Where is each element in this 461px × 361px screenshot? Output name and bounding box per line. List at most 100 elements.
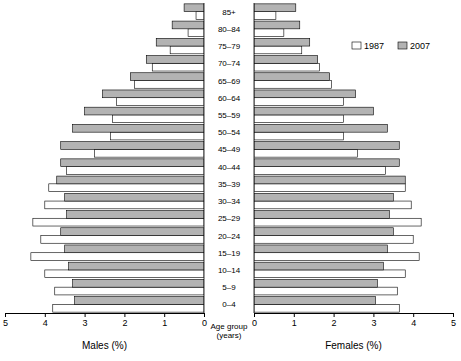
bar <box>67 167 204 175</box>
zero-line <box>254 3 255 313</box>
bar <box>254 46 302 54</box>
tick: 2 <box>122 313 127 328</box>
bar <box>110 132 204 140</box>
tick: 4 <box>43 313 48 328</box>
bar <box>41 236 204 244</box>
bar <box>45 270 204 278</box>
bar <box>254 90 355 98</box>
category-label: 20–24 <box>218 232 241 241</box>
bar <box>254 29 284 37</box>
axis-line <box>6 314 205 318</box>
tick: 5 <box>451 313 456 328</box>
tick-mark <box>85 313 86 317</box>
bar <box>254 115 344 123</box>
tick: 0 <box>202 313 207 328</box>
tick: 1 <box>292 313 297 328</box>
bar <box>254 142 399 150</box>
tick-label: 4 <box>43 318 48 328</box>
bar <box>55 287 204 295</box>
tick: 1 <box>162 313 167 328</box>
category-label: 85+ <box>222 8 236 17</box>
legend-label: 2007 <box>410 41 430 51</box>
tick-mark <box>124 313 125 317</box>
bar <box>254 211 389 219</box>
chart: 543210Males (%)012345Females (%)19872007… <box>0 0 461 361</box>
bar <box>170 46 204 54</box>
bar <box>254 56 318 64</box>
tick-label: 2 <box>122 318 127 328</box>
bar <box>130 73 204 81</box>
tick-label: 2 <box>332 318 337 328</box>
category-label: 15–19 <box>218 249 241 258</box>
bar <box>254 287 397 295</box>
bar <box>103 90 204 98</box>
category-label: 10–14 <box>218 266 241 275</box>
category-label: 50–54 <box>218 128 241 137</box>
bar <box>254 297 375 305</box>
bar <box>254 262 383 270</box>
bar <box>61 228 204 236</box>
bar <box>45 201 204 209</box>
bar <box>254 184 405 192</box>
x-axis: 5 4 3 2 1 0 <box>3 313 207 328</box>
category-label: 55–59 <box>218 111 241 120</box>
bar <box>67 211 204 219</box>
bar <box>188 29 204 37</box>
bar <box>254 159 399 167</box>
tick: 5 <box>3 313 8 328</box>
bar <box>61 142 204 150</box>
legend-label: 1987 <box>364 41 384 51</box>
tick-label: 0 <box>202 318 207 328</box>
tick: 4 <box>411 313 416 328</box>
bar <box>254 304 399 312</box>
tick: 3 <box>83 313 88 328</box>
tick-label: 1 <box>292 318 297 328</box>
tick-label: 1 <box>162 318 167 328</box>
bar <box>254 21 300 29</box>
bar <box>254 218 421 226</box>
bar <box>152 63 204 71</box>
category-label: 30–34 <box>218 197 241 206</box>
tick-label: 3 <box>371 318 376 328</box>
tick-mark <box>204 313 205 317</box>
tick-mark <box>334 313 335 317</box>
bar <box>254 12 276 20</box>
bar <box>254 236 413 244</box>
bar <box>254 107 373 115</box>
bar <box>254 201 411 209</box>
tick-mark <box>5 313 6 317</box>
axis-title: Males (%) <box>82 340 127 351</box>
bars <box>31 4 204 312</box>
category-label: 25–29 <box>218 214 241 223</box>
bar <box>33 218 204 226</box>
bar <box>254 167 385 175</box>
legend-swatch <box>398 42 407 49</box>
bar <box>53 304 204 312</box>
tick-label: 4 <box>411 318 416 328</box>
bar <box>254 279 377 287</box>
category-label: 60–64 <box>218 94 241 103</box>
bar <box>85 107 204 115</box>
bar <box>172 21 204 29</box>
bar <box>69 262 204 270</box>
bar <box>73 124 204 132</box>
bar <box>156 38 204 46</box>
category-label: 70–74 <box>218 59 241 68</box>
tick-mark <box>45 313 46 317</box>
tick-mark <box>294 313 295 317</box>
bar <box>116 98 204 106</box>
bar <box>31 253 204 261</box>
bar <box>254 81 332 89</box>
bar <box>95 149 204 157</box>
bar <box>146 56 204 64</box>
bar <box>254 38 310 46</box>
category-label: 45–49 <box>218 145 241 154</box>
tick-mark <box>373 313 374 317</box>
bar <box>254 228 393 236</box>
bar <box>254 4 296 12</box>
tick-label: 5 <box>3 318 8 328</box>
legend: 1987 2007 <box>352 41 430 51</box>
bar <box>112 115 204 123</box>
bar <box>254 193 393 201</box>
bar <box>73 279 204 287</box>
